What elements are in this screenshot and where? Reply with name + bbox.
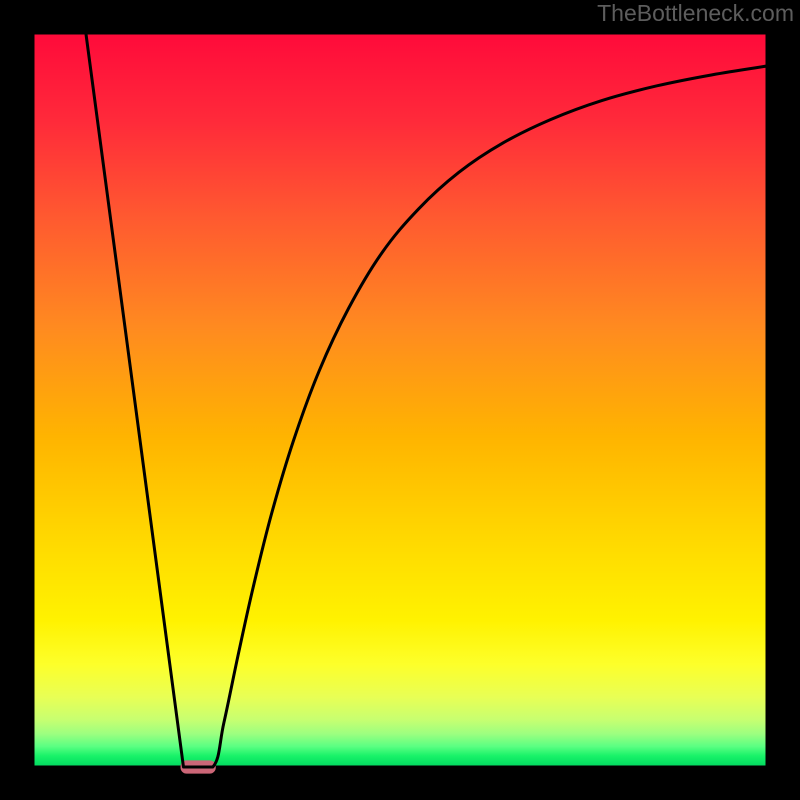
chart-container: TheBottleneck.com (0, 0, 800, 800)
bottleneck-chart (0, 0, 800, 800)
